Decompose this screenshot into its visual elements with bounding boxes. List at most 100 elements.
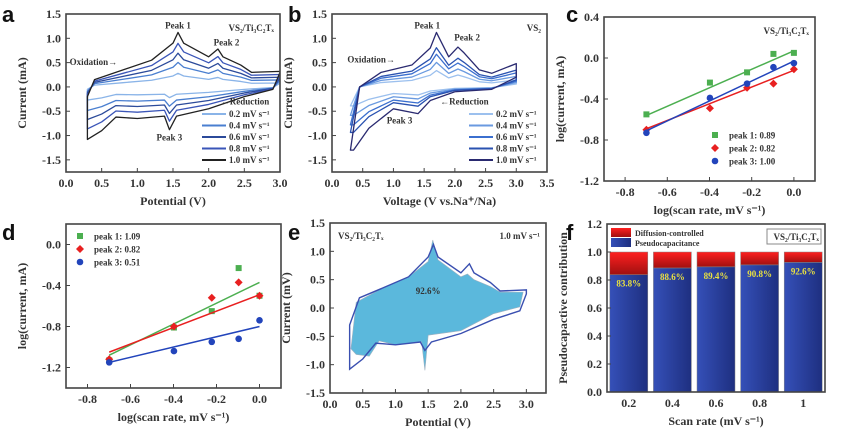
data-point-circle — [770, 63, 777, 71]
x-tick-label: 1 — [800, 396, 806, 410]
legend-label: 0.4 mV s⁻¹ — [229, 121, 270, 131]
legend-marker — [712, 132, 718, 138]
legend-marker — [711, 157, 719, 165]
y-tick-label: 0.0 — [46, 238, 61, 252]
y-axis-label: Current (mV) — [279, 272, 293, 343]
y-tick-label: 0.0 — [587, 385, 602, 399]
bar-data-label: 89.4% — [704, 271, 729, 281]
x-tick-label: 2.0 — [453, 397, 468, 411]
x-tick-label: 0.4 — [665, 396, 680, 410]
y-tick-label: 0.4 — [587, 329, 602, 343]
cv-curve-2 — [349, 61, 517, 117]
y-tick-label: 1.5 — [46, 7, 61, 21]
plot-area — [642, 49, 798, 137]
scan-rate-label: 1.0 mV s⁻¹ — [499, 231, 540, 241]
x-tick-label: 2.5 — [478, 176, 493, 190]
x-tick-label: 0.5 — [94, 176, 109, 190]
bar-diffusion — [740, 251, 779, 266]
fit-line-3 — [646, 60, 795, 132]
y-tick-label: 0.0 — [46, 80, 61, 94]
area-percent-label: 92.6% — [416, 286, 441, 296]
cv-curve-2 — [86, 61, 280, 112]
data-point-diamond — [207, 293, 216, 302]
x-tick-label: 0.5 — [355, 176, 370, 190]
data-point-square — [706, 79, 713, 86]
y-tick-label: -0.4 — [42, 279, 61, 293]
x-tick-label: 0.0 — [59, 176, 74, 190]
legend-label: 0.2 mV s⁻¹ — [229, 109, 270, 119]
x-axis-label: Potential (V) — [140, 194, 206, 208]
y-tick-label: -1.0 — [42, 129, 61, 143]
x-tick-label: 0.0 — [252, 392, 267, 406]
x-tick-label: 0.8 — [752, 396, 767, 410]
cv-curve-5 — [86, 31, 280, 141]
bar-data-label: 92.6% — [791, 266, 816, 276]
x-axis-label: log(scan rate, mV s⁻¹) — [654, 203, 766, 217]
data-point-circle — [643, 129, 650, 137]
annotation: Oxidation→ — [347, 55, 395, 65]
panel-e: e 1.51.00.50.0-0.5-1.0-1.50.0 0.5 1.0 1.5 2.0… — [279, 216, 547, 429]
x-tick-label: 3.0 — [519, 397, 534, 411]
title-box — [766, 228, 822, 245]
y-tick-label: 1.0 — [587, 245, 602, 259]
x-axis-label: Potential (V) — [405, 415, 471, 429]
annotation: Peak 1 — [165, 21, 191, 31]
annotation: Peak 1 — [414, 21, 440, 31]
y-axis-label: Current (mA) — [281, 57, 295, 128]
x-tick-label: -0.6 — [658, 185, 677, 199]
annotation: Oxidation→ — [70, 57, 118, 67]
x-tick-label: 0.5 — [355, 397, 370, 411]
y-tick-label: -0.8 — [580, 133, 599, 147]
legend-label: 0.8 mV s⁻¹ — [229, 144, 270, 154]
legend-marker — [76, 258, 84, 266]
legend-marker — [711, 144, 719, 152]
y-tick-label: 0.5 — [310, 273, 325, 287]
x-tick-label: 1.5 — [417, 176, 432, 190]
y-tick-label: -1.2 — [42, 361, 61, 375]
x-tick-label: -0.2 — [207, 392, 226, 406]
cv-curve-4 — [86, 42, 280, 130]
data-point-circle — [235, 335, 242, 343]
x-tick-label: 0.0 — [323, 397, 338, 411]
annotation: Peak 2 — [214, 38, 240, 48]
panel-a: a 1.5 1.0 0.5 0.0 -0.5 -1.0 -1.5 0.0 0.5 1.0 1.5 2.0… — [2, 2, 288, 208]
x-tick-label: 3.0 — [273, 176, 288, 190]
legend-label: 0.6 mV s⁻¹ — [496, 132, 537, 142]
bar-data-label: 90.8% — [747, 269, 772, 279]
chart-title: VS₂/Ti₃C₂Tₓ — [763, 26, 809, 36]
data-point-diamond — [789, 65, 798, 74]
cv-outline — [348, 242, 528, 371]
legend-label: Pseudocapacitance — [635, 239, 700, 248]
y-tick-label: 0.6 — [587, 301, 602, 315]
fit-line-2 — [108, 294, 260, 353]
plot-area — [86, 31, 280, 141]
y-tick-label: -0.5 — [308, 104, 327, 118]
x-tick-label: 1.5 — [421, 397, 436, 411]
y-tick-label: 1.5 — [310, 216, 325, 230]
data-point-circle — [706, 94, 714, 102]
y-tick-label: -1.0 — [308, 129, 327, 143]
y-axis-label: log(current, mA) — [553, 56, 567, 142]
bar-diffusion — [783, 251, 823, 263]
data-point-diamond — [255, 291, 264, 300]
x-tick-label: 1.5 — [166, 176, 181, 190]
capacitive-area — [350, 239, 524, 371]
chart-title: VS₂/Ti₃C₂Tₓ — [228, 23, 274, 33]
chart-title: VS₂/Ti₃C₂Tₓ — [338, 231, 384, 241]
legend-label: 0.4 mV s⁻¹ — [496, 121, 537, 131]
legend-label: 0.2 mV s⁻¹ — [496, 109, 537, 119]
y-tick-label: 1.0 — [46, 31, 61, 45]
annotation: Peak 3 — [387, 115, 413, 125]
fit-line-3 — [109, 325, 260, 364]
y-axis-label: Pseudocapactive contribution — [556, 232, 570, 384]
panel-b: b 1.5 1.0 0.5 0.0 -0.5 -1.0 -1.5 0.0 0.5 1.0 1.5 2.0… — [281, 2, 555, 208]
legend-label: 1.0 mV s⁻¹ — [496, 155, 537, 165]
y-tick-label: 0.0 — [310, 301, 325, 315]
x-tick-label: 2.5 — [237, 176, 252, 190]
legend-label: peak 2: 0.82 — [729, 144, 776, 154]
x-tick-label: 2.5 — [486, 397, 501, 411]
annotation: Peak 2 — [454, 33, 480, 43]
annotation: Peak 3 — [157, 132, 183, 142]
y-tick-label: 0.4 — [584, 10, 599, 24]
